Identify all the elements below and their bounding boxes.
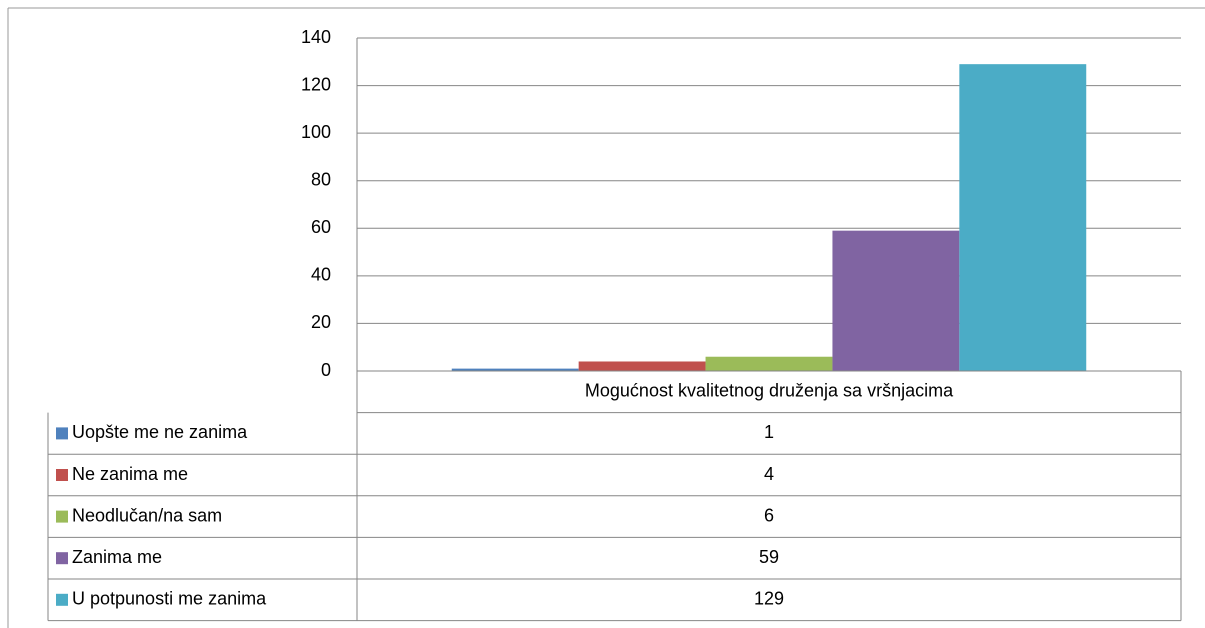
y-tick-label: 40	[311, 265, 331, 285]
table-value: 6	[764, 505, 774, 525]
y-tick-label: 0	[321, 360, 331, 380]
bar	[705, 356, 833, 371]
legend-swatch	[56, 593, 68, 606]
table-value: 1	[764, 422, 774, 442]
y-tick-label: 100	[301, 122, 331, 142]
category-label: Mogućnost kvalitetnog druženja sa vršnja…	[585, 381, 954, 401]
y-tick-label: 80	[311, 169, 331, 189]
legend-swatch	[56, 510, 68, 523]
table-value: 129	[754, 589, 784, 609]
table-value: 59	[759, 547, 779, 567]
y-tick-label: 60	[311, 217, 331, 237]
legend-label: Zanima me	[72, 547, 162, 567]
legend-swatch	[56, 427, 68, 440]
legend-label: Ne zanima me	[72, 464, 188, 484]
bar	[959, 64, 1087, 372]
legend-label: U potpunosti me zanima	[72, 589, 267, 609]
legend-label: Uopšte me ne zanima	[72, 422, 248, 442]
y-tick-label: 120	[301, 74, 331, 94]
bar	[832, 230, 960, 371]
y-tick-label: 140	[301, 27, 331, 47]
bar	[578, 361, 706, 371]
legend-swatch	[56, 552, 68, 565]
legend-label: Neodlučan/na sam	[72, 505, 222, 525]
table-value: 4	[764, 464, 774, 484]
bar	[451, 368, 579, 371]
y-tick-label: 20	[311, 312, 331, 332]
legend-swatch	[56, 469, 68, 481]
